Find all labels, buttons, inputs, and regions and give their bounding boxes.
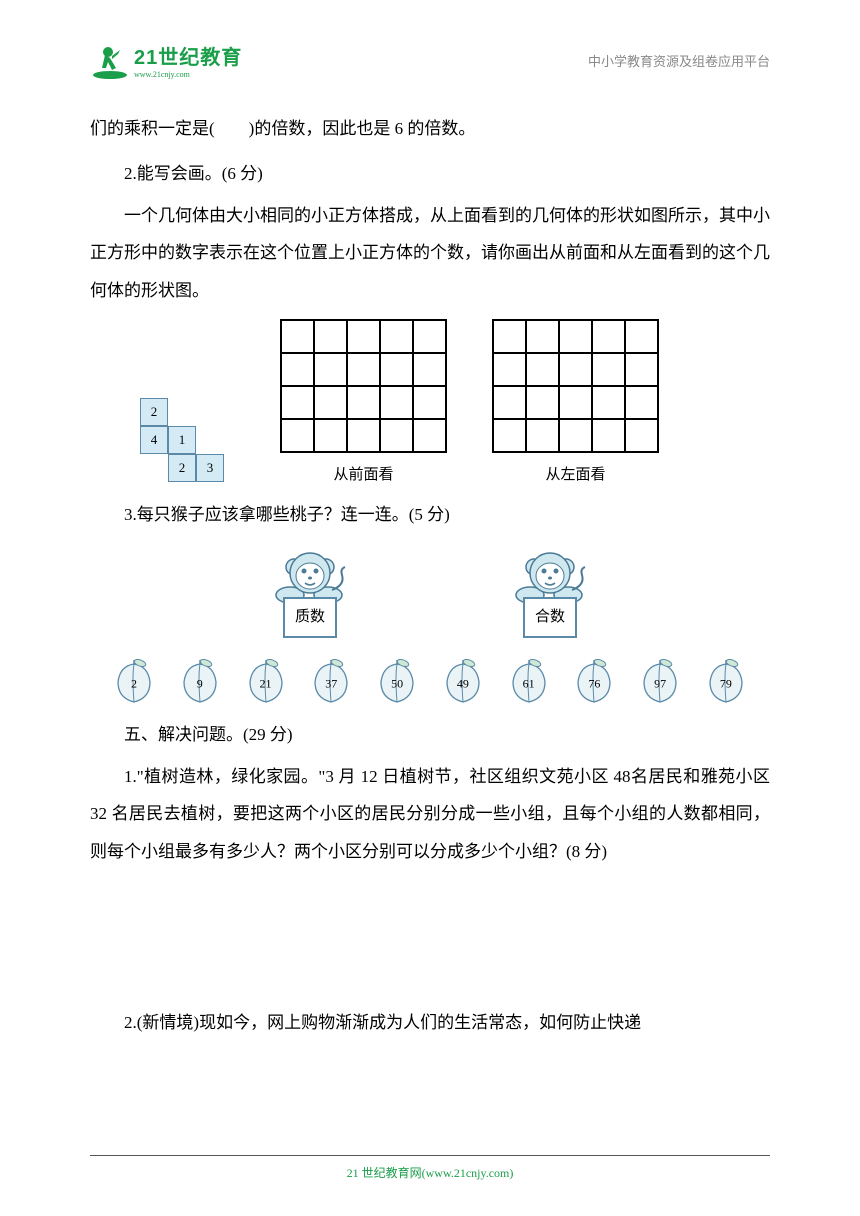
monkey-row: 质数 合数 bbox=[90, 545, 770, 638]
grid-cell bbox=[314, 386, 347, 419]
grid-cell bbox=[526, 419, 559, 452]
grid-cell bbox=[314, 419, 347, 452]
q3-heading: 3.每只猴子应该拿哪些桃子？连一连。(5 分) bbox=[90, 496, 770, 533]
peach: 21 bbox=[242, 658, 290, 704]
grid-cell bbox=[493, 353, 526, 386]
cube-cell: 3 bbox=[196, 454, 224, 482]
peach: 9 bbox=[176, 658, 224, 704]
monkey-icon bbox=[270, 545, 350, 605]
peach-number: 21 bbox=[260, 671, 272, 697]
peach-number: 49 bbox=[457, 671, 469, 697]
main-content: 们的乘积一定是( )的倍数，因此也是 6 的倍数。 2.能写会画。(6 分) 一… bbox=[90, 110, 770, 1041]
grid-cell bbox=[281, 320, 314, 353]
cube-top-view: 24123 bbox=[120, 392, 235, 492]
grid-front-block: 从前面看 bbox=[280, 319, 447, 492]
grid-cell bbox=[347, 320, 380, 353]
q2-heading: 2.能写会画。(6 分) bbox=[90, 155, 770, 192]
grid-cell bbox=[592, 353, 625, 386]
grid-cell bbox=[314, 320, 347, 353]
monkey-icon bbox=[510, 545, 590, 605]
grid-cell bbox=[625, 320, 658, 353]
logo-icon bbox=[90, 40, 130, 80]
grid-cell bbox=[314, 353, 347, 386]
grid-cell bbox=[526, 320, 559, 353]
peach-number: 37 bbox=[325, 671, 337, 697]
q5-1: 1."植树造林，绿化家园。"3 月 12 日植树节，社区组织文苑小区 48名居民… bbox=[90, 758, 770, 870]
grid-cell bbox=[413, 386, 446, 419]
answer-space bbox=[90, 874, 770, 1004]
logo-text: 21世纪教育 www.21cnjy.com bbox=[134, 41, 242, 79]
grid-cell bbox=[625, 419, 658, 452]
grid-cell bbox=[625, 386, 658, 419]
cube-cell: 4 bbox=[140, 426, 168, 454]
grid-cell bbox=[413, 353, 446, 386]
peach: 50 bbox=[373, 658, 421, 704]
peach: 76 bbox=[570, 658, 618, 704]
continuation-line: 们的乘积一定是( )的倍数，因此也是 6 的倍数。 bbox=[90, 110, 770, 147]
grid-cell bbox=[592, 419, 625, 452]
monkey-composite-label: 合数 bbox=[523, 597, 577, 638]
monkey-prime-label: 质数 bbox=[283, 597, 337, 638]
grid-cell bbox=[559, 353, 592, 386]
grid-left-label: 从左面看 bbox=[545, 459, 605, 492]
grid-cell bbox=[347, 386, 380, 419]
q2-body: 一个几何体由大小相同的小正方体搭成，从上面看到的几何体的形状如图所示，其中小正方… bbox=[90, 197, 770, 309]
grid-cell bbox=[493, 386, 526, 419]
monkey-composite: 合数 bbox=[510, 545, 590, 638]
figure-row: 24123 从前面看 从左面看 bbox=[120, 319, 770, 492]
grid-cell bbox=[493, 419, 526, 452]
peach-number: 50 bbox=[391, 671, 403, 697]
peach-row: 2 9 21 37 50 49 61 76 97 bbox=[110, 658, 770, 704]
grid-cell bbox=[559, 386, 592, 419]
grid-cell bbox=[592, 320, 625, 353]
logo-sub-text: www.21cnjy.com bbox=[134, 70, 242, 79]
monkey-prime: 质数 bbox=[270, 545, 350, 638]
logo-main-text: 21世纪教育 bbox=[134, 41, 242, 70]
q5-2: 2.(新情境)现如今，网上购物渐渐成为人们的生活常态，如何防止快递 bbox=[90, 1004, 770, 1041]
grid-cell bbox=[281, 386, 314, 419]
grid-front bbox=[280, 319, 447, 453]
grid-cell bbox=[380, 353, 413, 386]
peach-number: 2 bbox=[131, 671, 137, 697]
grid-cell bbox=[380, 419, 413, 452]
grid-left bbox=[492, 319, 659, 453]
grid-cell bbox=[347, 419, 380, 452]
grid-cell bbox=[380, 386, 413, 419]
peach: 97 bbox=[636, 658, 684, 704]
peach: 2 bbox=[110, 658, 158, 704]
page-header: 21世纪教育 www.21cnjy.com 中小学教育资源及组卷应用平台 bbox=[90, 40, 770, 80]
cube-cell: 2 bbox=[140, 398, 168, 426]
grid-left-block: 从左面看 bbox=[492, 319, 659, 492]
peach-number: 61 bbox=[523, 671, 535, 697]
peach-number: 9 bbox=[197, 671, 203, 697]
grid-cell bbox=[493, 320, 526, 353]
grid-cell bbox=[413, 320, 446, 353]
logo-area: 21世纪教育 www.21cnjy.com bbox=[90, 40, 242, 80]
grid-cell bbox=[592, 386, 625, 419]
grid-cell bbox=[347, 353, 380, 386]
page-footer: 21 世纪教育网(www.21cnjy.com) bbox=[90, 1155, 770, 1181]
grid-cell bbox=[625, 353, 658, 386]
grid-cell bbox=[526, 353, 559, 386]
section5-heading: 五、解决问题。(29 分) bbox=[90, 716, 770, 753]
grid-cell bbox=[281, 419, 314, 452]
grid-cell bbox=[281, 353, 314, 386]
peach-number: 76 bbox=[588, 671, 600, 697]
header-right-text: 中小学教育资源及组卷应用平台 bbox=[588, 51, 770, 70]
grid-cell bbox=[559, 419, 592, 452]
peach-number: 97 bbox=[654, 671, 666, 697]
cube-cell: 2 bbox=[168, 454, 196, 482]
grid-cell bbox=[413, 419, 446, 452]
grid-cell bbox=[526, 386, 559, 419]
cube-cell: 1 bbox=[168, 426, 196, 454]
peach: 61 bbox=[505, 658, 553, 704]
grid-cell bbox=[559, 320, 592, 353]
peach: 79 bbox=[702, 658, 750, 704]
grid-cell bbox=[380, 320, 413, 353]
grid-front-label: 从前面看 bbox=[333, 459, 393, 492]
peach: 37 bbox=[307, 658, 355, 704]
peach-number: 79 bbox=[720, 671, 732, 697]
peach: 49 bbox=[439, 658, 487, 704]
